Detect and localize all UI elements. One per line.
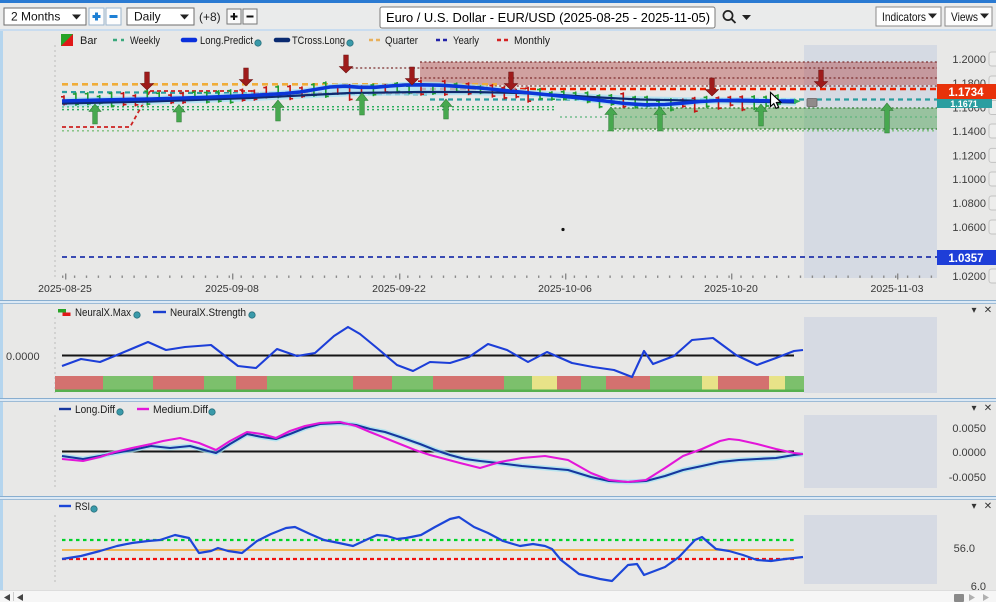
svg-text:0.0000: 0.0000 [6, 351, 40, 363]
svg-text:2025-10-20: 2025-10-20 [704, 283, 758, 295]
svg-text:2025-09-08: 2025-09-08 [205, 283, 259, 295]
svg-text:Euro / U.S. Dollar - EUR/USD (: Euro / U.S. Dollar - EUR/USD (2025-08-25… [386, 11, 710, 25]
svg-text:Indicators: Indicators [882, 10, 926, 24]
svg-text:TCross.Long: TCross.Long [292, 35, 345, 47]
svg-text:56.0: 56.0 [954, 543, 975, 555]
svg-text:0.0000: 0.0000 [952, 447, 986, 459]
svg-text:1.1734: 1.1734 [948, 87, 984, 99]
svg-text:1.1671: 1.1671 [950, 99, 978, 109]
svg-text:Quarter: Quarter [385, 35, 418, 47]
svg-text:2 Months: 2 Months [11, 10, 60, 24]
svg-text:Medium.Diff: Medium.Diff [153, 404, 209, 416]
svg-text:1.0200: 1.0200 [952, 271, 986, 283]
svg-text:1.1200: 1.1200 [952, 150, 986, 162]
svg-text:Long.Predict: Long.Predict [200, 35, 253, 47]
svg-text:1.1000: 1.1000 [952, 174, 986, 186]
svg-text:1.0600: 1.0600 [952, 222, 986, 234]
svg-text:✕: ✕ [984, 305, 992, 316]
svg-text:1.0357: 1.0357 [948, 253, 983, 265]
svg-text:2025-10-06: 2025-10-06 [538, 283, 592, 295]
svg-text:Views: Views [951, 10, 978, 24]
svg-text:2025-08-25: 2025-08-25 [38, 283, 92, 295]
svg-text:✕: ✕ [984, 501, 992, 512]
svg-text:Monthly: Monthly [514, 35, 550, 47]
svg-text:Yearly: Yearly [453, 35, 479, 47]
svg-text:▾: ▾ [971, 403, 976, 414]
svg-text:-0.0050: -0.0050 [949, 472, 986, 484]
svg-text:Long.Diff: Long.Diff [75, 404, 116, 416]
svg-text:▾: ▾ [971, 501, 976, 512]
svg-text:RSI: RSI [75, 501, 90, 513]
svg-text:NeuralX.Strength: NeuralX.Strength [170, 307, 246, 319]
svg-text:NeuralX.Max: NeuralX.Max [75, 307, 131, 319]
svg-text:1.1400: 1.1400 [952, 126, 986, 138]
svg-text:1.0800: 1.0800 [952, 198, 986, 210]
svg-text:▾: ▾ [971, 305, 976, 316]
svg-text:✕: ✕ [984, 403, 992, 414]
svg-text:Daily: Daily [134, 10, 161, 24]
svg-text:0.0050: 0.0050 [952, 423, 986, 435]
svg-text:1.2000: 1.2000 [952, 54, 986, 66]
svg-text:2025-11-03: 2025-11-03 [871, 283, 924, 295]
svg-text:Weekly: Weekly [130, 35, 160, 47]
svg-text:2025-09-22: 2025-09-22 [372, 283, 426, 295]
svg-text:(+8): (+8) [199, 10, 221, 24]
svg-text:Bar: Bar [80, 35, 97, 47]
